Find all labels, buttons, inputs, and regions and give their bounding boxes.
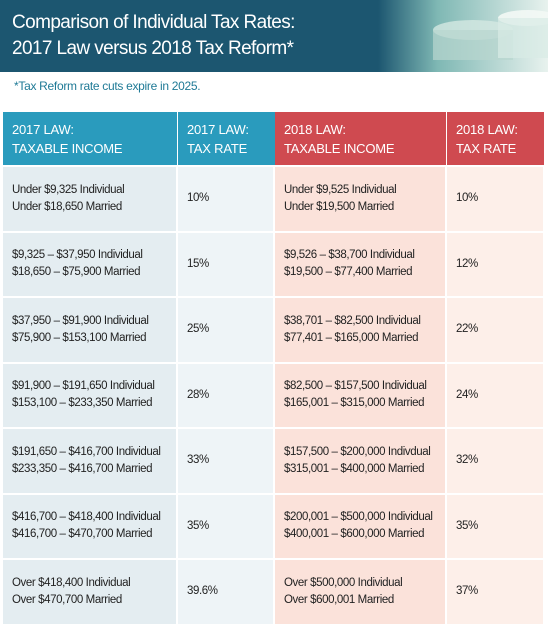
cell-line: $400,001 – $600,000 Married — [284, 528, 425, 541]
cell-line: $9,526 – $38,700 Individual — [284, 249, 415, 262]
rate-table: 2017 LAW: TAXABLE INCOME 2017 LAW: TAX RATE… — [3, 112, 545, 626]
cell-line: $75,900 – $153,100 Married — [12, 331, 147, 344]
cell-line: $416,700 – $470,700 Married — [12, 528, 153, 541]
cell-line: 10% — [187, 192, 209, 205]
cell-line: 25% — [187, 323, 209, 336]
cell-line: Over $500,000 Individual — [284, 576, 403, 589]
table-cell: $82,500 – $157,500 Individual $165,001 – … — [275, 363, 445, 427]
cell-line: $315,001 – $400,000 Married — [284, 462, 425, 475]
header-cell: 2017 LAW: TAXABLE INCOME — [3, 112, 177, 165]
cell-line: $200,001 – $500,000 Individual — [284, 511, 433, 524]
cell-line: 35% — [187, 519, 209, 532]
table-cell: 10% — [178, 167, 273, 231]
table-cell: $9,526 – $38,700 Individual $19,500 – $77… — [275, 232, 445, 296]
cell-line: 39.6% — [187, 585, 218, 598]
table-cell: $191,650 – $416,700 Individual $233,350 –… — [3, 429, 176, 493]
table-cell: $37,950 – $91,900 Individual $75,900 – $1… — [3, 298, 176, 362]
table-cell: $416,700 – $418,400 Individual $416,700 –… — [3, 494, 176, 558]
cell-line: TAX RATE — [187, 140, 248, 156]
cell-line: Over $600,001 Married — [284, 593, 394, 606]
cell-line: 22% — [456, 323, 478, 336]
cell-line: $37,950 – $91,900 Individual — [12, 314, 149, 327]
cell-line: 24% — [456, 388, 478, 401]
table-cell: 22% — [447, 298, 543, 362]
table-cell: 35% — [178, 494, 273, 558]
table-cell: Under $9,525 Individual Under $19,500 Mar… — [275, 167, 445, 231]
title-line: Comparison of Individual Tax Rates: — [12, 12, 295, 33]
header-cell: 2018 LAW: TAX RATE — [447, 112, 544, 165]
cell-line: TAX RATE — [456, 140, 517, 156]
table-cell: 39.6% — [178, 560, 273, 624]
cell-line: $38,701 – $82,500 Individual — [284, 314, 421, 327]
table-cell: 10% — [447, 167, 543, 231]
table-cell: 37% — [447, 560, 543, 624]
cell-line: 2018 LAW: — [456, 121, 518, 137]
cell-line: $191,650 – $416,700 Individual — [12, 445, 161, 458]
footnote: *Tax Reform rate cuts expire in 2025. — [14, 79, 201, 93]
table-cell: $200,001 – $500,000 Individual $400,001 –… — [275, 494, 445, 558]
title-line: 2017 Law versus 2018 Tax Reform* — [12, 38, 294, 59]
table-cell: $9,325 – $37,950 Individual $18,650 – $75… — [3, 232, 176, 296]
cell-line: $9,325 – $37,950 Individual — [12, 249, 143, 262]
cell-line: Under $9,525 Individual — [284, 183, 397, 196]
table-cell: 24% — [447, 363, 543, 427]
cell-line: 28% — [187, 388, 209, 401]
table-cell: Over $500,000 Individual Over $600,001 Ma… — [275, 560, 445, 624]
cell-line: $91,900 – $191,650 Individual — [12, 380, 155, 393]
table-cell: Over $418,400 Individual Over $470,700 Ma… — [3, 560, 176, 624]
header-cell: 2017 LAW: TAX RATE — [178, 112, 275, 165]
table-cell: 35% — [447, 494, 543, 558]
cell-line: $19,500 – $77,400 Married — [284, 266, 413, 279]
table-cell: 25% — [178, 298, 273, 362]
cell-line: $77,401 – $165,000 Married — [284, 331, 419, 344]
cell-line: 12% — [456, 257, 478, 270]
cell-line: 37% — [456, 585, 478, 598]
cell-line: 10% — [456, 192, 478, 205]
cell-line: 2018 LAW: — [284, 121, 346, 137]
cell-line: $157,500 – $200,000 Indivdual — [284, 445, 431, 458]
cell-line: $416,700 – $418,400 Individual — [12, 511, 161, 524]
table-cell: 32% — [447, 429, 543, 493]
header-cell: 2018 LAW: TAXABLE INCOME — [275, 112, 446, 165]
table-cell: 12% — [447, 232, 543, 296]
cell-line: 15% — [187, 257, 209, 270]
cell-line: 33% — [187, 454, 209, 467]
cell-line: 2017 LAW: — [12, 121, 74, 137]
cell-line: Under $19,500 Married — [284, 200, 394, 213]
cell-line: $18,650 – $75,900 Married — [12, 266, 141, 279]
table-cell: 15% — [178, 232, 273, 296]
table-cell: $157,500 – $200,000 Indivdual $315,001 – … — [275, 429, 445, 493]
coin-image — [378, 0, 548, 72]
table-cell: 28% — [178, 363, 273, 427]
cell-line: 2017 LAW: — [187, 121, 249, 137]
cell-line: Over $470,700 Married — [12, 593, 122, 606]
cell-line: $153,100 – $233,350 Married — [12, 397, 153, 410]
cell-line: Under $9,325 Individual — [12, 183, 125, 196]
cell-line: 32% — [456, 454, 478, 467]
banner: Comparison of Individual Tax Rates: 2017… — [0, 0, 548, 72]
table-cell: 33% — [178, 429, 273, 493]
cell-line: $165,001 – $315,000 Married — [284, 397, 425, 410]
cell-line: 35% — [456, 519, 478, 532]
table-cell: $91,900 – $191,650 Individual $153,100 – … — [3, 363, 176, 427]
cell-line: $233,350 – $416,700 Married — [12, 462, 153, 475]
cell-line: $82,500 – $157,500 Individual — [284, 380, 427, 393]
cell-line: Under $18,650 Married — [12, 200, 122, 213]
table-cell: Under $9,325 Individual Under $18,650 Mar… — [3, 167, 176, 231]
table-cell: $38,701 – $82,500 Individual $77,401 – $1… — [275, 298, 445, 362]
cell-line: TAXABLE INCOME — [12, 140, 123, 156]
cell-line: Over $418,400 Individual — [12, 576, 131, 589]
cell-line: TAXABLE INCOME — [284, 140, 395, 156]
